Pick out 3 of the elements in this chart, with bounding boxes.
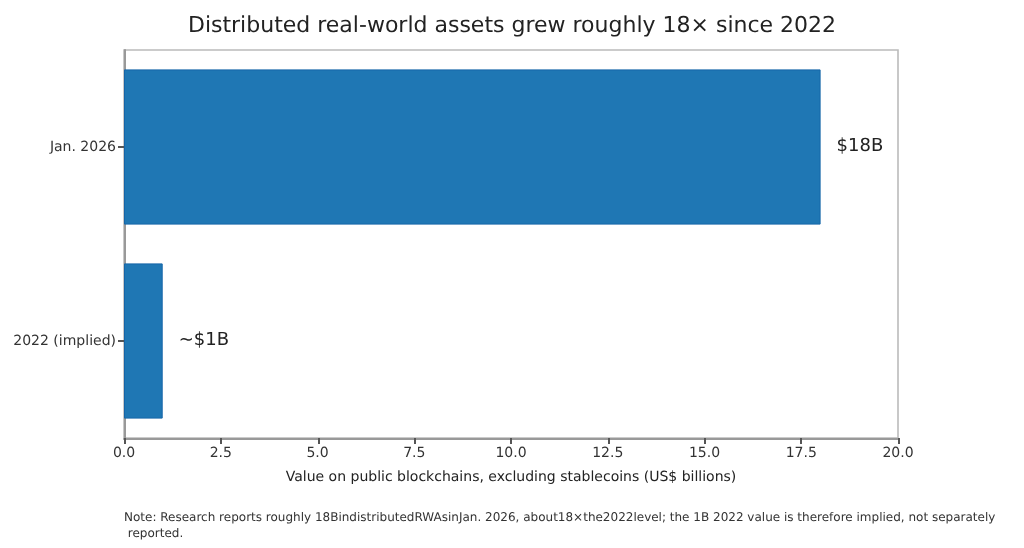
data-label: $18B bbox=[836, 137, 884, 157]
chart-title: Distributed real-world assets grew roughly 18× since 2022 bbox=[187, 12, 837, 38]
data-label: ~$1B bbox=[178, 331, 230, 351]
